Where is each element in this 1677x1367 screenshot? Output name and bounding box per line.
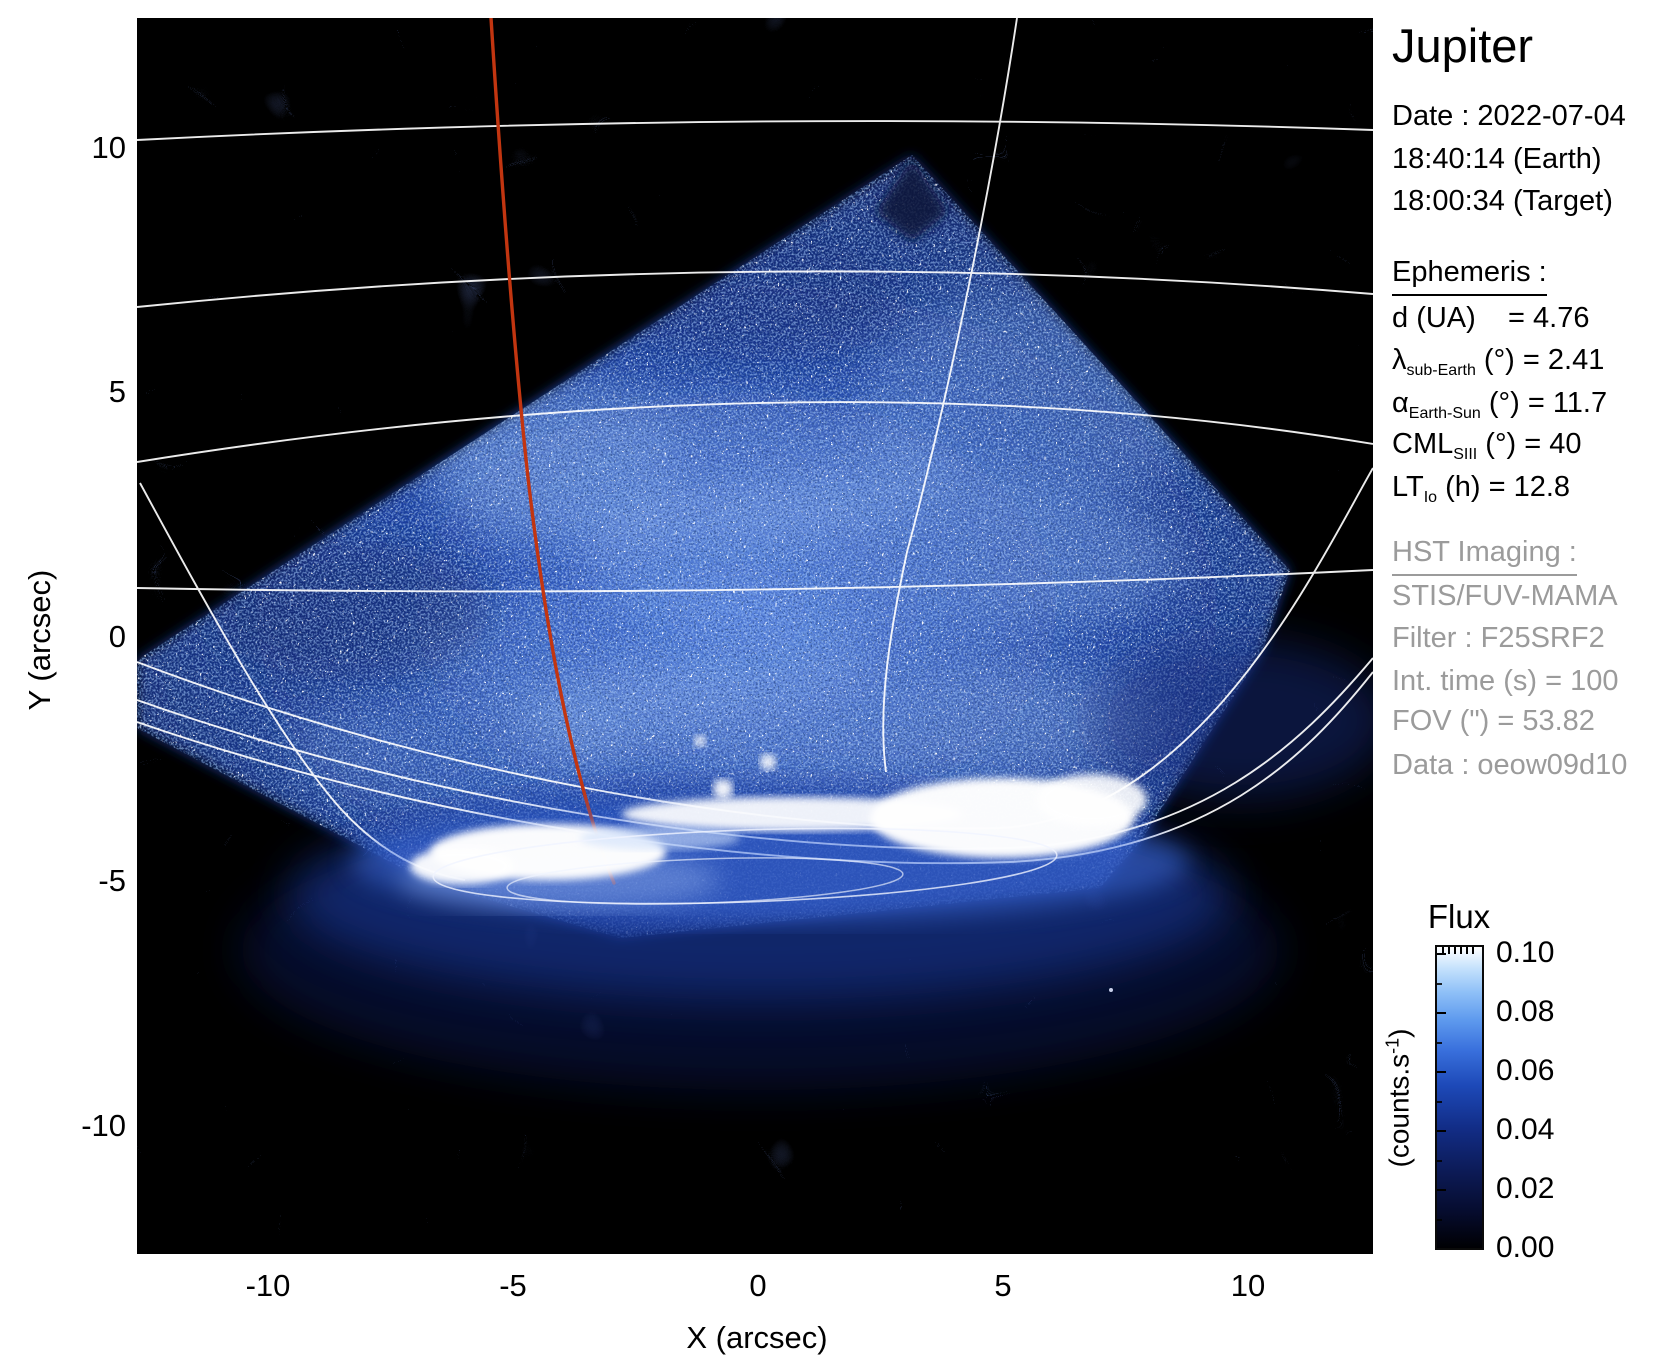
colorbar-tick-label: 0.00 <box>1496 1231 1555 1264</box>
y-tick: 0 <box>108 619 126 654</box>
colorbar-tick-label: 0.04 <box>1496 1113 1555 1146</box>
colorbar-tick <box>1460 947 1462 954</box>
colorbar-tick <box>1454 947 1456 954</box>
auroral-oval-arcs <box>432 827 1058 905</box>
colorbar-unit-label: (counts.s-1) <box>1382 1028 1415 1168</box>
colorbar-tick <box>1448 947 1450 954</box>
colorbar-tick <box>1437 1071 1446 1073</box>
colorbar-tick-label: 0.06 <box>1496 1054 1555 1087</box>
hot-pixel <box>1109 988 1113 992</box>
y-tick: 10 <box>91 130 126 165</box>
ephemeris-row-cml: CMLSIII (°) = 40 <box>1392 428 1582 463</box>
colorbar-tick <box>1437 1130 1446 1132</box>
ephemeris-row-lt: LTIo (h) = 12.8 <box>1392 471 1571 506</box>
colorbar-tick-label: 0.08 <box>1496 995 1555 1028</box>
colorbar-tick <box>1466 947 1468 954</box>
ephemeris-row-d: d (UA) = 4.76 <box>1392 302 1590 334</box>
y-tick: -10 <box>81 1108 126 1143</box>
ephemeris-row-alpha: αEarth-Sun (°) = 11.7 <box>1392 387 1608 422</box>
x-tick: 5 <box>994 1268 1012 1303</box>
colorbar-tick <box>1437 1219 1442 1221</box>
x-tick: -10 <box>245 1268 291 1303</box>
obs-date: Date : 2022-07-04 <box>1392 100 1626 132</box>
aurora-emission <box>350 735 1190 922</box>
obs-earth-time: 18:40:14 (Earth) <box>1392 143 1602 175</box>
planetary-graticule <box>137 18 1373 881</box>
y-tick: -5 <box>98 863 126 898</box>
colorbar-tick-label: 0.10 <box>1496 936 1555 969</box>
x-axis-label: X (arcsec) <box>686 1320 828 1355</box>
plot-area <box>137 18 1373 1254</box>
x-tick: 10 <box>1230 1268 1266 1303</box>
colorbar-tick <box>1437 1101 1442 1103</box>
colorbar-tick <box>1472 947 1474 954</box>
colorbar-title: Flux <box>1427 898 1491 935</box>
hst-data-id: Data : oeow09d10 <box>1392 749 1628 781</box>
aurora-spot <box>713 779 733 799</box>
hst-instrument: STIS/FUV-MAMA <box>1392 580 1618 612</box>
hst-int-time: Int. time (s) = 100 <box>1392 665 1619 697</box>
hst-filter: Filter : F25SRF2 <box>1392 622 1605 654</box>
target-title: Jupiter <box>1392 19 1534 72</box>
obs-target-time: 18:00:34 (Target) <box>1392 185 1613 217</box>
colorbar <box>1435 945 1484 1250</box>
meridian-line-right <box>882 18 1018 773</box>
colorbar-tick-label: 0.02 <box>1496 1172 1555 1205</box>
colorbar-tick <box>1437 1160 1442 1162</box>
hst-heading: HST Imaging : <box>1392 536 1577 576</box>
colorbar-tick <box>1437 1042 1442 1044</box>
x-tick: 0 <box>749 1268 767 1303</box>
colorbar-tick <box>1437 1012 1446 1014</box>
y-axis-label: Y (arcsec) <box>22 569 57 711</box>
latitude-line <box>137 270 1373 308</box>
detector-tip-notch <box>875 158 949 242</box>
x-tick: -5 <box>499 1268 527 1303</box>
hst-fov: FOV (") = 53.82 <box>1392 705 1595 737</box>
ephemeris-row-lambda: λsub-Earth (°) = 2.41 <box>1392 344 1605 379</box>
colorbar-tick <box>1437 983 1442 985</box>
colorbar-tick <box>1437 1189 1446 1191</box>
latitude-line <box>137 569 1373 593</box>
aurora-spot <box>760 754 776 770</box>
colorbar-tick <box>1442 947 1444 954</box>
latitude-line <box>137 401 1373 463</box>
y-tick: 5 <box>108 374 126 409</box>
aurora-spot <box>694 735 706 747</box>
latitude-line <box>137 120 1373 141</box>
ephemeris-heading: Ephemeris : <box>1392 256 1547 296</box>
colorbar-tick <box>1437 953 1446 955</box>
